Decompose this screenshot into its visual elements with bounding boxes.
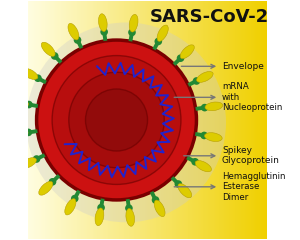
Ellipse shape — [178, 184, 192, 198]
Text: Hemagglutinin
Esterase
Dimer: Hemagglutinin Esterase Dimer — [222, 172, 286, 202]
Circle shape — [125, 204, 133, 212]
Ellipse shape — [154, 200, 165, 217]
Text: Envelope: Envelope — [222, 62, 264, 71]
Ellipse shape — [11, 99, 28, 107]
Circle shape — [69, 72, 164, 168]
Circle shape — [175, 180, 182, 188]
Ellipse shape — [10, 129, 28, 138]
Ellipse shape — [98, 14, 107, 31]
Circle shape — [193, 77, 200, 85]
Circle shape — [154, 38, 162, 45]
Circle shape — [201, 104, 208, 111]
Ellipse shape — [205, 102, 223, 111]
Ellipse shape — [129, 14, 138, 32]
Circle shape — [71, 195, 79, 202]
Text: Spikey
Glycoprotein: Spikey Glycoprotein — [222, 146, 280, 166]
Circle shape — [37, 40, 196, 200]
Circle shape — [97, 204, 105, 211]
Ellipse shape — [20, 158, 36, 168]
Ellipse shape — [205, 133, 222, 141]
Circle shape — [25, 129, 32, 136]
Ellipse shape — [195, 161, 212, 172]
Ellipse shape — [41, 42, 55, 56]
Ellipse shape — [196, 72, 213, 82]
Ellipse shape — [126, 209, 134, 226]
Circle shape — [51, 52, 59, 60]
Circle shape — [33, 155, 41, 163]
Circle shape — [177, 54, 184, 62]
Circle shape — [128, 29, 136, 36]
Ellipse shape — [65, 199, 76, 215]
Ellipse shape — [22, 68, 38, 79]
Circle shape — [34, 74, 42, 82]
Text: mRNA
with
Nucleoprotein: mRNA with Nucleoprotein — [222, 82, 282, 112]
Ellipse shape — [180, 45, 194, 59]
Circle shape — [52, 56, 181, 184]
Circle shape — [191, 158, 199, 166]
Circle shape — [74, 36, 81, 44]
Circle shape — [25, 101, 33, 108]
Ellipse shape — [68, 23, 79, 40]
Circle shape — [49, 178, 56, 186]
Ellipse shape — [39, 181, 53, 195]
Text: SARS-CoV-2: SARS-CoV-2 — [150, 8, 269, 26]
Circle shape — [85, 89, 148, 151]
Ellipse shape — [157, 25, 168, 41]
Circle shape — [100, 28, 108, 36]
Circle shape — [152, 196, 159, 204]
Circle shape — [26, 23, 226, 222]
Circle shape — [200, 132, 208, 139]
Ellipse shape — [95, 208, 104, 226]
